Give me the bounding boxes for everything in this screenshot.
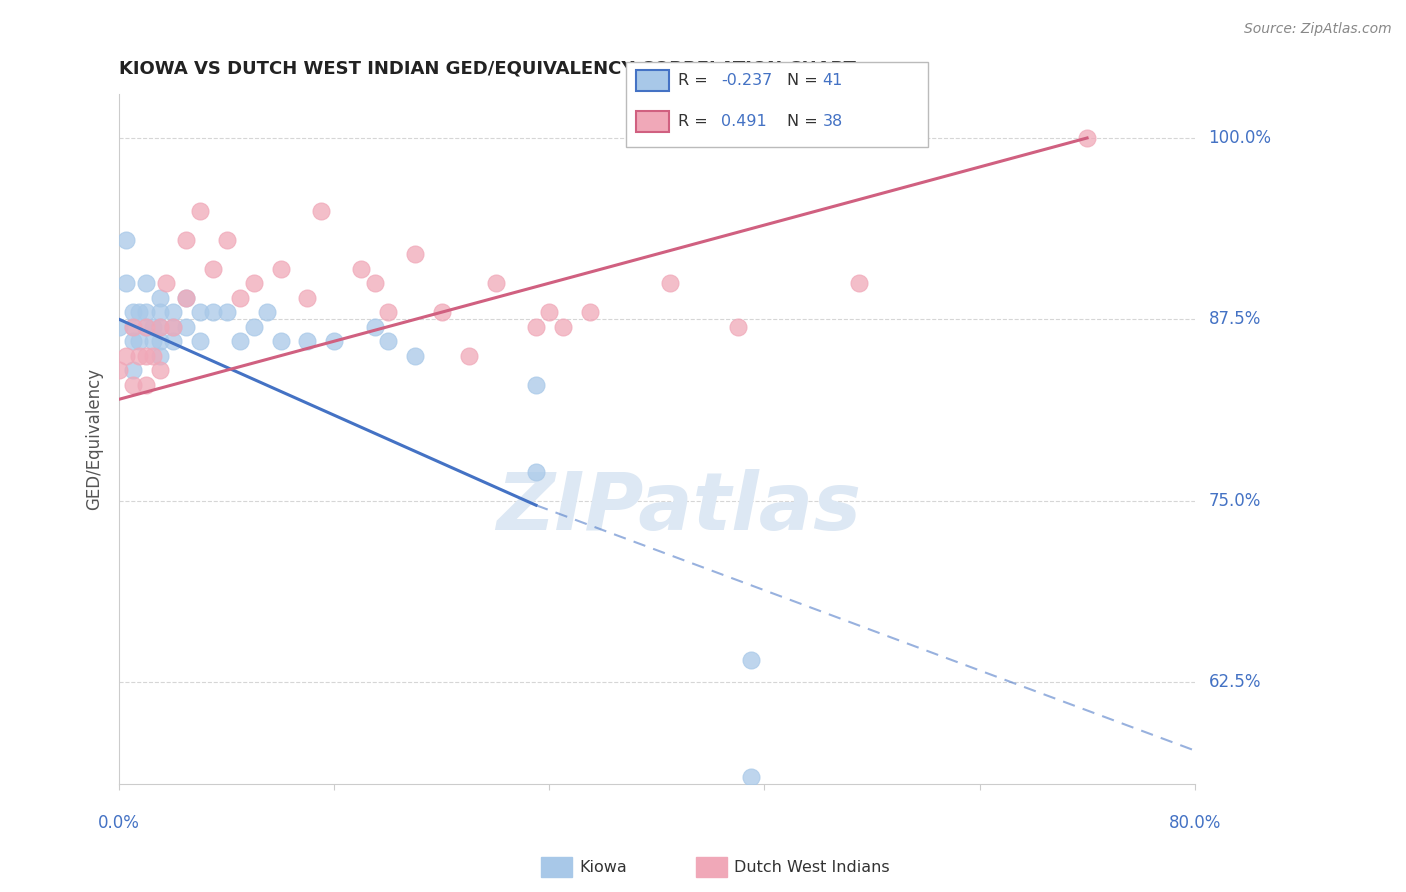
Point (297, 291, 319, 305)
Text: N =: N = (787, 73, 818, 87)
Point (848, 276, 870, 290)
Point (309, 203, 332, 218)
Point (270, 261, 292, 276)
Point (727, 319, 749, 334)
Point (578, 305, 600, 319)
Point (202, 305, 225, 319)
Point (377, 305, 399, 319)
Point (524, 377, 547, 392)
Point (740, 653, 762, 667)
Point (149, 319, 172, 334)
Text: 0.491: 0.491 (721, 114, 768, 128)
Point (659, 276, 682, 290)
Text: Source: ZipAtlas.com: Source: ZipAtlas.com (1244, 22, 1392, 37)
Y-axis label: GED/Equivalency: GED/Equivalency (86, 368, 103, 510)
Text: KIOWA VS DUTCH WEST INDIAN GED/EQUIVALENCY CORRELATION CHART: KIOWA VS DUTCH WEST INDIAN GED/EQUIVALEN… (120, 60, 856, 78)
Point (538, 305, 561, 319)
Point (162, 334, 184, 348)
Point (270, 334, 292, 348)
Point (142, 334, 165, 348)
Point (149, 349, 172, 363)
Point (188, 305, 211, 319)
Point (176, 291, 198, 305)
Point (215, 233, 238, 247)
Point (551, 319, 574, 334)
Text: R =: R = (678, 73, 707, 87)
Text: ZIPatlas: ZIPatlas (496, 469, 860, 547)
Point (229, 334, 252, 348)
Point (135, 349, 157, 363)
Point (162, 319, 184, 334)
Text: N =: N = (787, 114, 818, 128)
Point (149, 305, 172, 319)
Point (121, 319, 143, 334)
Point (149, 291, 172, 305)
Point (229, 291, 252, 305)
Point (135, 377, 157, 392)
Point (142, 349, 165, 363)
Point (242, 276, 264, 290)
Point (323, 334, 346, 348)
Point (121, 334, 143, 348)
Point (176, 319, 198, 334)
Point (188, 203, 211, 218)
Point (135, 319, 157, 334)
Point (242, 319, 264, 334)
Point (121, 319, 143, 334)
Point (155, 276, 177, 290)
Text: 80.0%: 80.0% (1168, 814, 1220, 832)
Point (149, 363, 172, 377)
Point (188, 334, 211, 348)
Text: 87.5%: 87.5% (1209, 310, 1261, 328)
Text: 41: 41 (823, 73, 842, 87)
Point (128, 334, 150, 348)
Text: 100.0%: 100.0% (1209, 129, 1271, 147)
Point (135, 276, 157, 290)
Point (256, 305, 278, 319)
Point (135, 319, 157, 334)
Point (162, 319, 184, 334)
Point (128, 349, 150, 363)
Point (524, 319, 547, 334)
Point (121, 377, 143, 392)
Text: 75.0%: 75.0% (1209, 491, 1261, 510)
Point (485, 276, 508, 290)
Point (108, 363, 131, 377)
Point (350, 261, 373, 276)
Point (108, 319, 131, 334)
Point (128, 305, 150, 319)
Point (404, 349, 426, 363)
Point (1076, 131, 1098, 145)
Text: Kiowa: Kiowa (579, 860, 627, 874)
Point (457, 349, 479, 363)
Point (297, 334, 319, 348)
Point (363, 319, 385, 334)
Text: 0.0%: 0.0% (98, 814, 141, 832)
Text: 62.5%: 62.5% (1209, 673, 1261, 691)
Text: R =: R = (678, 114, 707, 128)
Text: Dutch West Indians: Dutch West Indians (734, 860, 890, 874)
Point (377, 334, 399, 348)
Point (162, 305, 184, 319)
Point (740, 770, 762, 784)
Point (142, 319, 165, 334)
Text: -0.237: -0.237 (721, 73, 772, 87)
Point (121, 305, 143, 319)
Point (149, 319, 172, 334)
Point (202, 261, 225, 276)
Point (176, 291, 198, 305)
Point (115, 276, 138, 290)
Point (121, 363, 143, 377)
Point (430, 305, 453, 319)
Point (176, 233, 198, 247)
Point (149, 334, 172, 348)
Text: 38: 38 (823, 114, 842, 128)
Point (524, 465, 547, 479)
Point (135, 305, 157, 319)
Point (215, 305, 238, 319)
Point (404, 247, 426, 261)
Point (115, 233, 138, 247)
Point (115, 349, 138, 363)
Point (363, 276, 385, 290)
